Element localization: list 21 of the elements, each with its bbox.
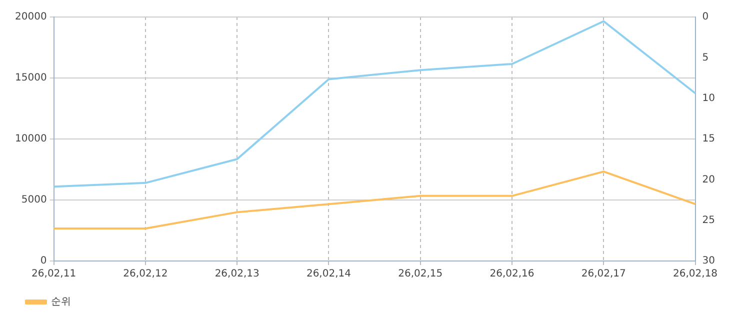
x-tick-label: 26,02,18 bbox=[673, 268, 718, 280]
y2-tick-label: 15 bbox=[702, 134, 716, 145]
y-tick-label: 15000 bbox=[15, 72, 47, 84]
y2-tick-label: 0 bbox=[702, 12, 709, 23]
y-tick-label: 10000 bbox=[15, 134, 47, 145]
y2-tick-label: 20 bbox=[702, 174, 716, 186]
y-tick-label: 0 bbox=[40, 256, 47, 267]
y-tick-label: 5000 bbox=[21, 194, 47, 206]
y2-tick-label: 30 bbox=[702, 256, 716, 267]
x-tick-label: 26,02,15 bbox=[398, 268, 443, 280]
y-tick-label: 20000 bbox=[15, 12, 47, 23]
x-tick-label: 26,02,16 bbox=[490, 268, 534, 280]
legend-label: 순위 bbox=[51, 296, 71, 308]
x-tick-label: 26,02,17 bbox=[581, 268, 626, 280]
x-tick-label: 26,02,12 bbox=[123, 268, 168, 280]
y2-tick-label: 10 bbox=[702, 92, 716, 104]
x-tick-label: 26,02,11 bbox=[32, 268, 76, 280]
y2-tick-label: 25 bbox=[702, 214, 716, 226]
y2-tick-label: 5 bbox=[702, 52, 709, 64]
x-tick-label: 26,02,14 bbox=[306, 268, 351, 280]
x-tick-label: 26,02,13 bbox=[214, 268, 260, 280]
